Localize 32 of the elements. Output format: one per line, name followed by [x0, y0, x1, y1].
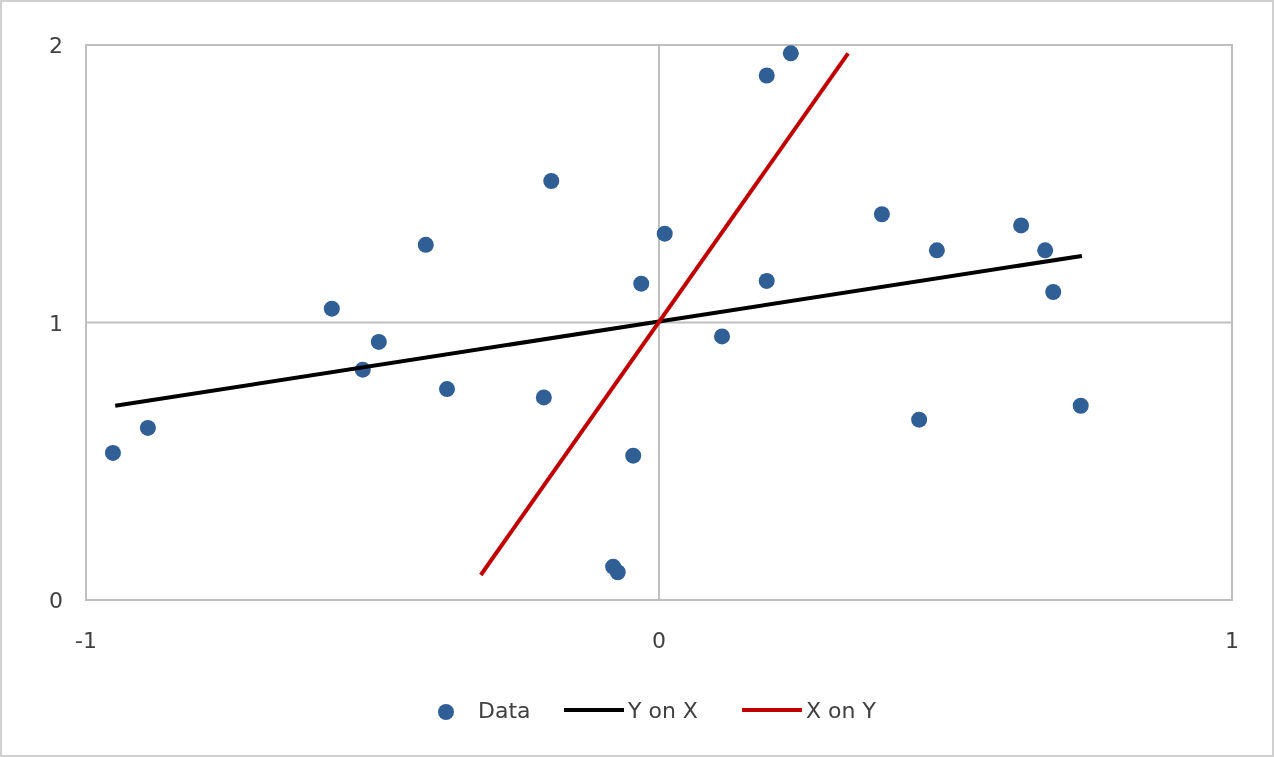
point — [139, 419, 156, 436]
x-tick-label: -1 — [75, 628, 97, 653]
point — [1045, 283, 1062, 300]
point — [758, 272, 775, 289]
point — [417, 236, 434, 253]
x-tick-label: 1 — [1225, 628, 1239, 653]
point — [543, 172, 560, 189]
point — [104, 444, 121, 461]
legend-label: Y on X — [627, 698, 698, 723]
y-tick-label: 0 — [49, 588, 63, 613]
point — [758, 67, 775, 84]
point — [438, 381, 455, 398]
point — [609, 564, 626, 581]
legend-label: Data — [478, 698, 531, 723]
point — [1072, 397, 1089, 414]
point — [714, 328, 731, 345]
point — [1037, 242, 1054, 259]
point — [782, 45, 799, 62]
y-tick-label: 2 — [49, 33, 63, 58]
point — [633, 275, 650, 292]
point — [370, 333, 387, 350]
point — [323, 300, 340, 317]
point — [928, 242, 945, 259]
point — [656, 225, 673, 242]
x-tick-label: 0 — [652, 628, 666, 653]
legend-label: X on Y — [806, 698, 877, 723]
y-tick-label: 1 — [49, 310, 63, 336]
point — [1013, 217, 1030, 234]
point — [873, 206, 890, 223]
point — [535, 389, 552, 406]
point — [911, 411, 928, 428]
point — [625, 447, 642, 464]
